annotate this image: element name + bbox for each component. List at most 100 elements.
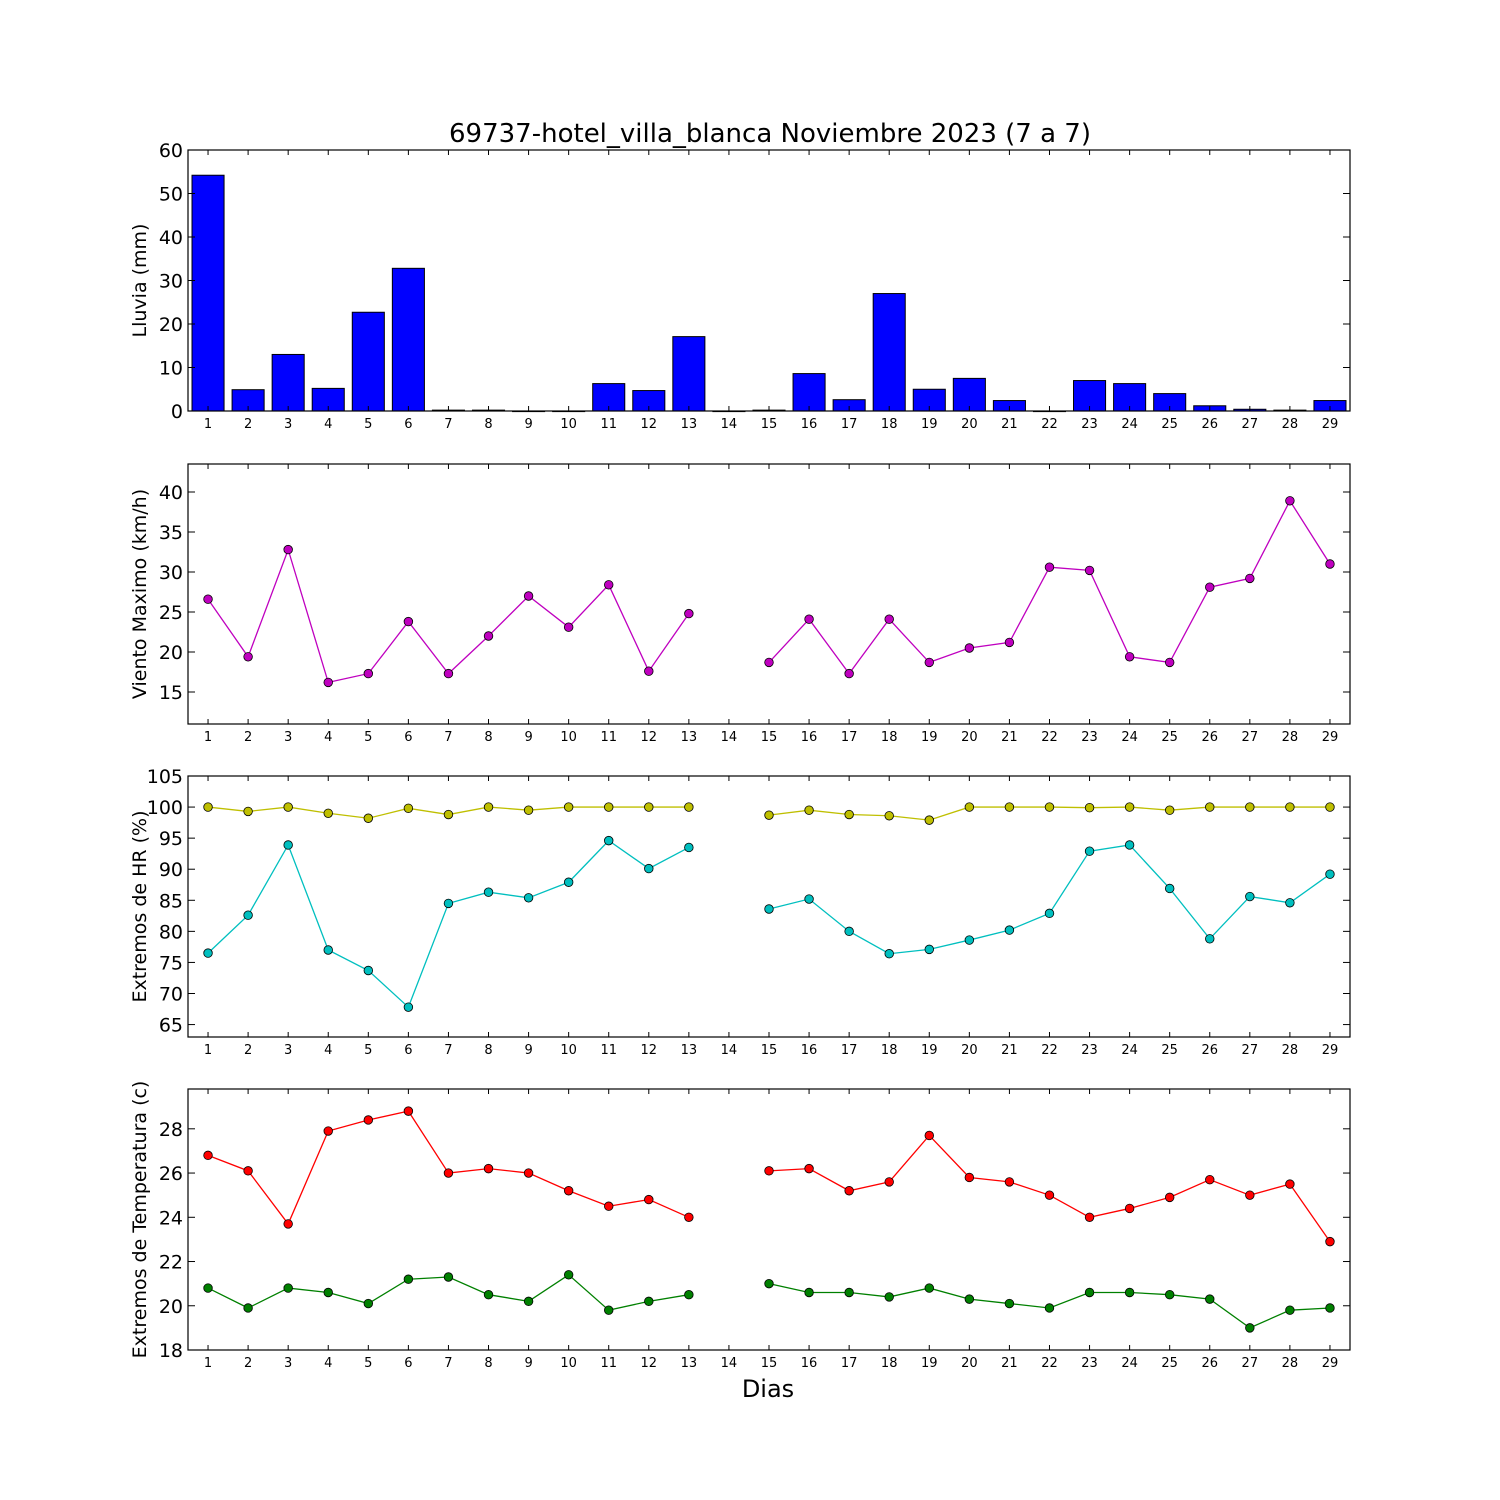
axes-frame (187, 1088, 1351, 1351)
x-tick-label: 23 (1081, 1043, 1098, 1058)
series-line (207, 839, 690, 1009)
y-tick-label: 40 (159, 227, 183, 249)
x-tick-label: 20 (961, 417, 978, 432)
y-axis-label: Extremos de Temperatura (c) (129, 1081, 151, 1359)
x-tick-label: 24 (1121, 1043, 1138, 1058)
point-2 (243, 1166, 253, 1176)
x-tick-label: 10 (560, 1356, 577, 1371)
x-tick-label: 20 (961, 1356, 978, 1371)
x-tick-label: 29 (1322, 1356, 1339, 1371)
point-18 (884, 811, 894, 821)
point-7 (443, 1168, 454, 1178)
x-tick-label: 13 (681, 1043, 698, 1058)
x-tick-label: 1 (204, 730, 212, 745)
series-line (207, 547, 690, 684)
point-19 (924, 1130, 934, 1141)
y-tick-label: 100 (147, 797, 183, 819)
point-7 (443, 1272, 454, 1282)
y-axis-label: Viento Maximo (km/h) (129, 489, 151, 699)
x-tick-label: 6 (404, 730, 412, 745)
point-4 (323, 808, 333, 818)
y-tick-label: 105 (147, 766, 183, 788)
point-24 (1124, 1203, 1135, 1214)
point-6 (403, 616, 414, 627)
bar-6 (391, 267, 425, 412)
point-3 (283, 1283, 293, 1293)
x-tick-label: 8 (484, 417, 492, 432)
point-10 (563, 1270, 574, 1280)
y-tick-label: 50 (159, 184, 183, 206)
y-axis-label: Lluvia (mm) (129, 224, 151, 338)
point-1 (203, 802, 213, 812)
point-4 (323, 1287, 333, 1298)
y-tick-label: 65 (159, 1015, 183, 1037)
point-5 (363, 965, 374, 976)
point-25 (1164, 1192, 1175, 1203)
x-tick-label: 2 (244, 730, 252, 745)
x-tick-label: 24 (1121, 417, 1138, 432)
point-26 (1205, 1294, 1215, 1304)
point-9 (523, 591, 534, 601)
point-8 (483, 631, 494, 641)
point-27 (1245, 1190, 1255, 1200)
point-12 (644, 1296, 654, 1307)
point-2 (243, 1303, 253, 1313)
point-13 (684, 802, 694, 812)
point-5 (363, 668, 374, 679)
point-3 (283, 544, 293, 555)
x-tick-label: 23 (1081, 417, 1098, 432)
point-6 (403, 803, 414, 814)
point-29 (1325, 559, 1335, 569)
x-tick-label: 11 (600, 417, 617, 432)
point-4 (323, 1126, 333, 1136)
point-1 (203, 948, 213, 958)
point-11 (604, 802, 614, 812)
point-25 (1164, 883, 1175, 894)
y-tick-label: 24 (159, 1207, 183, 1229)
point-3 (283, 1219, 293, 1229)
x-tick-label: 9 (524, 730, 532, 745)
x-tick-label: 17 (841, 1356, 858, 1371)
point-7 (443, 898, 454, 909)
point-8 (483, 1163, 494, 1174)
point-29 (1325, 802, 1335, 812)
x-tick-label: 28 (1282, 417, 1299, 432)
x-tick-label: 10 (560, 730, 577, 745)
x-tick-label: 19 (921, 1356, 938, 1371)
point-22 (1044, 1190, 1055, 1200)
x-tick-label: 23 (1081, 730, 1098, 745)
bar-16 (792, 373, 826, 412)
y-tick-label: 40 (159, 482, 183, 504)
point-13 (684, 842, 694, 853)
x-tick-label: 1 (204, 1356, 212, 1371)
point-21 (1004, 1298, 1015, 1309)
y-tick-label: 22 (159, 1252, 183, 1274)
y-tick-label: 80 (159, 921, 183, 943)
x-tick-label: 18 (881, 1356, 898, 1371)
x-tick-label: 22 (1041, 1043, 1058, 1058)
axes-frame (187, 463, 1351, 725)
x-tick-label: 16 (801, 730, 818, 745)
point-2 (243, 806, 253, 817)
point-10 (563, 877, 574, 887)
point-8 (483, 1289, 494, 1300)
series-1 (203, 802, 1335, 825)
point-21 (1004, 637, 1015, 648)
x-tick-label: 12 (641, 1356, 658, 1371)
point-23 (1084, 846, 1095, 856)
x-tick-label: 10 (560, 1043, 577, 1058)
x-tick-label: 5 (364, 730, 372, 745)
point-26 (1205, 582, 1215, 592)
point-12 (644, 1194, 654, 1205)
point-29 (1325, 869, 1335, 879)
x-tick-label: 15 (761, 730, 778, 745)
x-tick-label: 1 (204, 1043, 212, 1058)
point-24 (1124, 840, 1135, 850)
x-tick-label: 6 (404, 417, 412, 432)
x-tick-label: 23 (1081, 1356, 1098, 1371)
point-1 (203, 1283, 213, 1293)
point-6 (403, 1002, 414, 1012)
x-tick-label: 8 (484, 1356, 492, 1371)
x-tick-label: 7 (444, 1043, 452, 1058)
